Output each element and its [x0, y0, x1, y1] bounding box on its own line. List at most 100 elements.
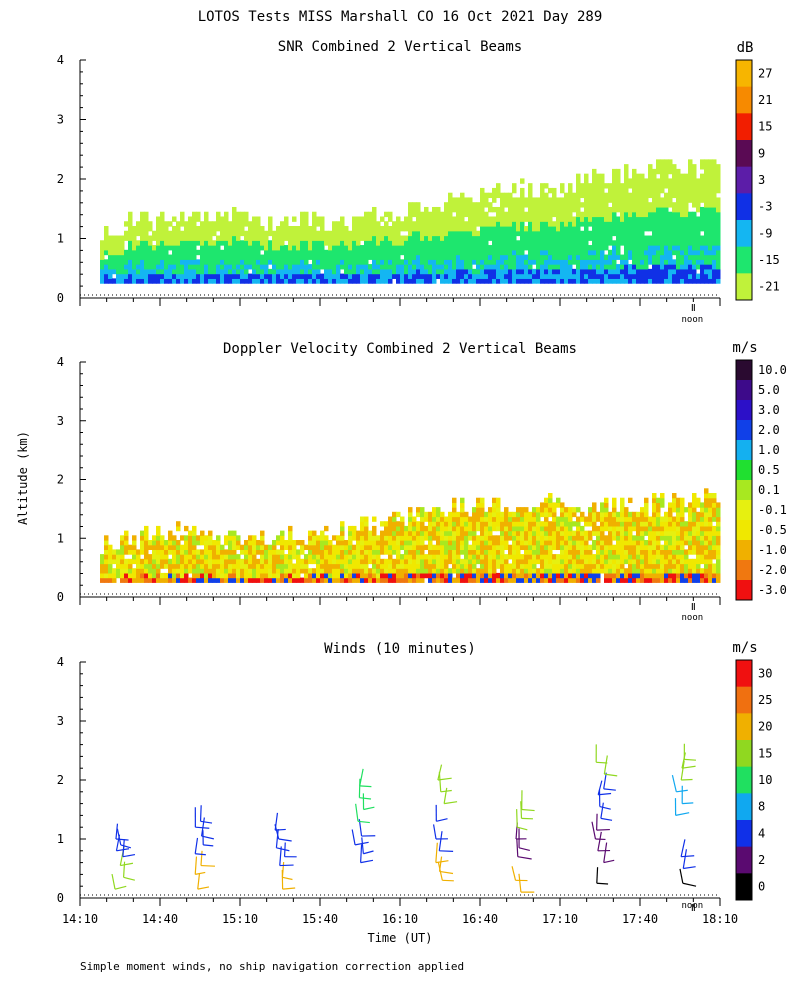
heatmap-cell: [424, 558, 429, 565]
heatmap-cell: [448, 192, 453, 199]
heatmap-cell: [456, 268, 461, 275]
heatmap-cell: [472, 544, 477, 551]
heatmap-cell: [284, 249, 289, 256]
heatmap-cell: [288, 558, 293, 565]
heatmap-cell: [496, 245, 501, 251]
heatmap-column: [344, 226, 349, 284]
heatmap-cell: [324, 278, 329, 284]
heatmap-cell: [284, 216, 289, 222]
heatmap-cell: [216, 572, 221, 579]
heatmap-cell: [132, 245, 137, 251]
heatmap-cell: [232, 206, 237, 213]
heatmap-cell: [588, 211, 593, 218]
heatmap-cell: [704, 525, 709, 532]
heatmap-cell: [656, 254, 661, 260]
heatmap-column: [192, 525, 197, 583]
heatmap-cell: [124, 249, 129, 256]
heatmap-cell: [160, 549, 165, 555]
heatmap-cell: [492, 273, 497, 279]
heatmap-cell: [708, 216, 713, 222]
heatmap-cell: [276, 226, 281, 232]
heatmap-cell: [428, 563, 433, 569]
heatmap-cell: [360, 221, 365, 227]
heatmap-cell: [328, 259, 333, 265]
heatmap-cell: [364, 521, 369, 527]
heatmap-cell: [276, 568, 281, 574]
heatmap-cell: [500, 221, 505, 227]
heatmap-column: [520, 507, 525, 583]
heatmap-cell: [608, 230, 613, 237]
heatmap-cell: [696, 530, 701, 536]
heatmap-cell: [108, 240, 113, 246]
heatmap-cell: [640, 511, 645, 518]
heatmap-column: [676, 497, 681, 583]
heatmap-cell: [312, 235, 317, 241]
heatmap-cell: [124, 572, 129, 579]
heatmap-cell: [244, 577, 249, 583]
heatmap-cell: [160, 245, 165, 251]
heatmap-cell: [660, 173, 665, 180]
heatmap-cell: [148, 563, 153, 569]
heatmap-cell: [276, 278, 281, 284]
heatmap-cell: [240, 549, 245, 555]
heatmap-cell: [488, 226, 493, 232]
heatmap-cell: [128, 230, 133, 237]
heatmap-cell: [704, 568, 709, 574]
heatmap-cell: [456, 572, 461, 579]
heatmap-cell: [324, 273, 329, 279]
heatmap-cell: [120, 572, 125, 579]
heatmap-cell: [692, 511, 697, 518]
heatmap-cell: [444, 206, 449, 213]
heatmap-column: [700, 502, 705, 583]
heatmap-cell: [156, 535, 161, 541]
heatmap-cell: [356, 568, 361, 574]
heatmap-cell: [508, 259, 513, 265]
heatmap-cell: [648, 235, 653, 241]
heatmap-column: [272, 540, 277, 583]
heatmap-cell: [288, 264, 293, 270]
heatmap-column: [532, 197, 537, 284]
heatmap-cell: [660, 273, 665, 279]
heatmap-cell: [388, 516, 393, 522]
heatmap-column: [588, 507, 593, 583]
heatmap-cell: [668, 568, 673, 574]
heatmap-cell: [184, 226, 189, 232]
heatmap-cell: [184, 259, 189, 265]
heatmap-cell: [712, 192, 717, 199]
heatmap-cell: [392, 254, 397, 260]
heatmap-cell: [252, 249, 257, 256]
heatmap-cell: [560, 202, 565, 208]
heatmap-cell: [332, 254, 337, 260]
heatmap-cell: [624, 168, 629, 175]
heatmap-cell: [288, 235, 293, 241]
heatmap-cell: [496, 525, 501, 532]
heatmap-cell: [584, 202, 589, 208]
heatmap-cell: [452, 530, 457, 536]
heatmap-cell: [404, 278, 409, 284]
heatmap-cell: [496, 563, 501, 569]
heatmap-cell: [456, 216, 461, 222]
heatmap-cell: [700, 507, 705, 513]
heatmap-cell: [668, 273, 673, 279]
heatmap-cell: [664, 278, 669, 284]
heatmap-cell: [384, 577, 389, 583]
heatmap-cell: [200, 273, 205, 279]
heatmap-cell: [452, 216, 457, 222]
heatmap-cell: [276, 563, 281, 569]
heatmap-cell: [496, 268, 501, 275]
heatmap-cell: [104, 554, 109, 560]
heatmap-cell: [480, 206, 485, 213]
heatmap-cell: [652, 197, 657, 203]
heatmap-cell: [260, 535, 265, 541]
heatmap-cell: [472, 521, 477, 527]
heatmap-cell: [656, 268, 661, 275]
heatmap-column: [636, 173, 641, 284]
heatmap-cell: [368, 554, 373, 560]
heatmap-cell: [464, 206, 469, 213]
heatmap-cell: [336, 549, 341, 555]
heatmap-cell: [304, 254, 309, 260]
heatmap-cell: [676, 168, 681, 175]
heatmap-cell: [700, 264, 705, 270]
heatmap-column: [452, 197, 457, 284]
heatmap-cell: [484, 216, 489, 222]
